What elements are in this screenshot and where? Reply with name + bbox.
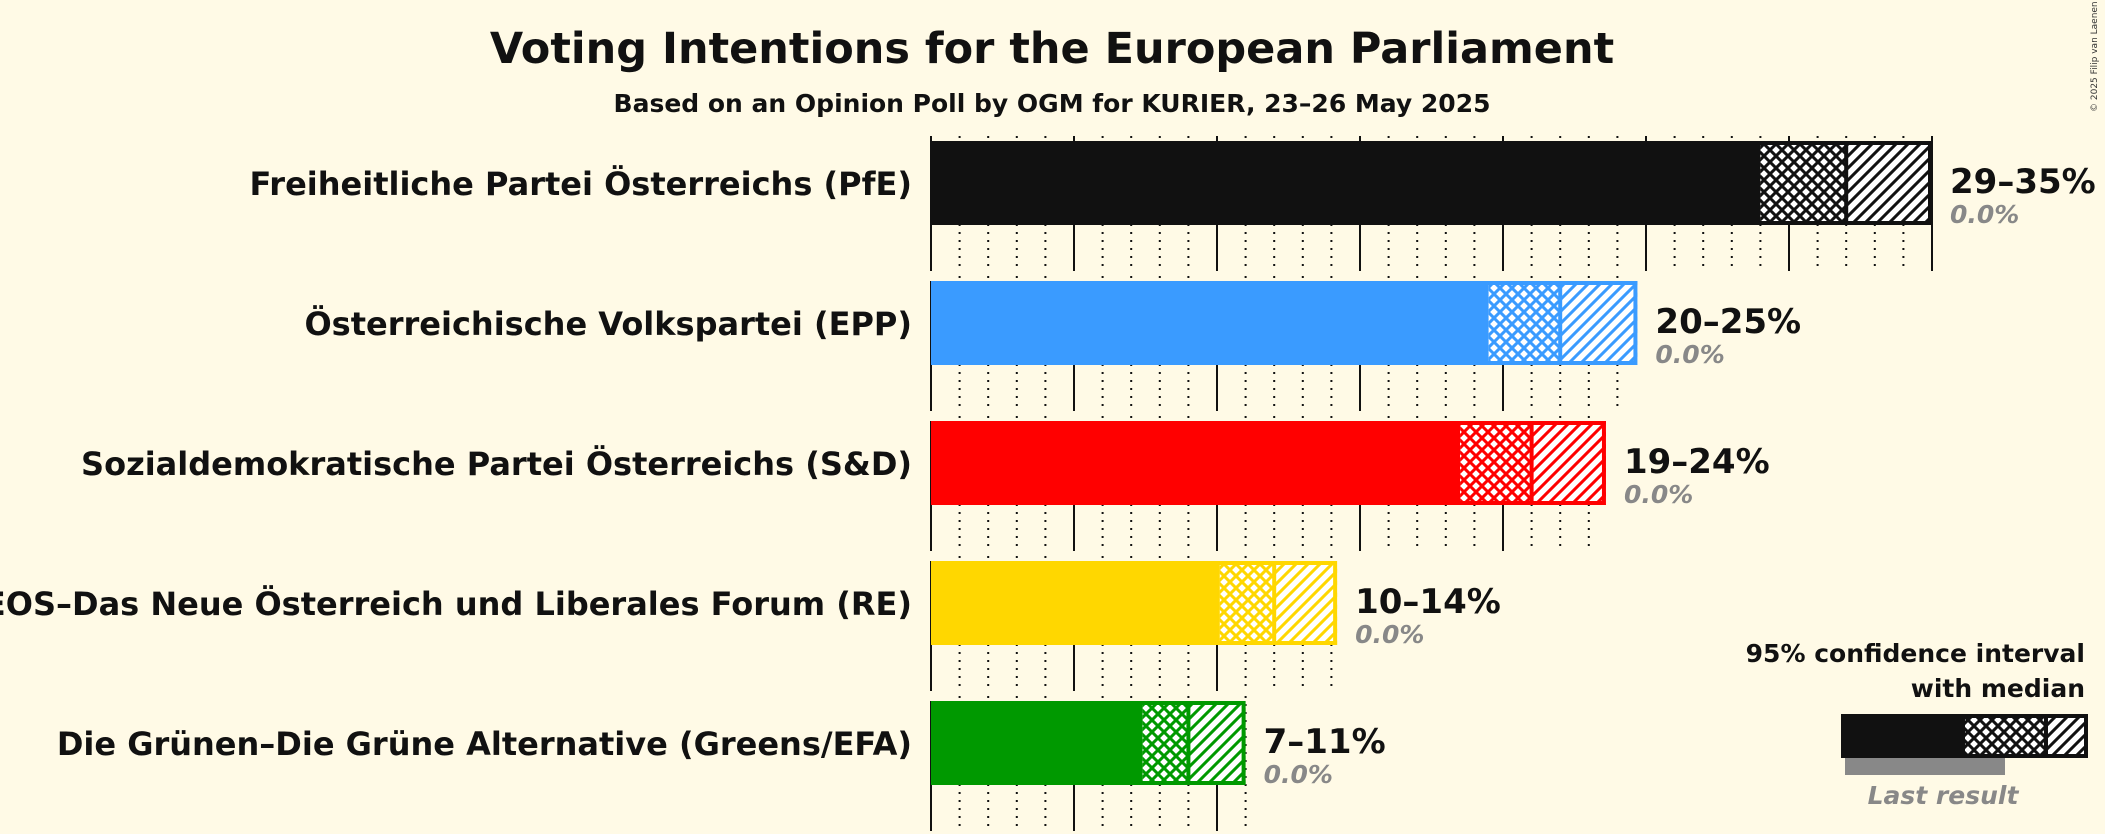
bar-ci-lower — [1460, 421, 1532, 505]
last-result-label: 0.0% — [1264, 760, 1333, 789]
legend-diaghatch — [2046, 716, 2086, 756]
range-label: 29–35% — [1950, 162, 2096, 202]
bar-solid — [931, 281, 1489, 365]
legend-solid-bar — [1843, 716, 1965, 756]
legend-last-result-bar — [1845, 755, 2005, 775]
party-row: NEOS–Das Neue Österreich und Liberales F… — [0, 561, 1501, 649]
legend-crosshatch — [1965, 716, 2046, 756]
bar-outline — [931, 561, 1338, 645]
bar-ci-upper — [1531, 421, 1606, 505]
legend: 95% confidence interval with median Last… — [1746, 639, 2088, 810]
party-label: NEOS–Das Neue Österreich und Liberales F… — [0, 585, 912, 623]
party-row: Österreichische Volkspartei (EPP) 20–25%0… — [304, 281, 1801, 369]
party-label: Die Grünen–Die Grüne Alternative (Greens… — [57, 725, 912, 763]
bars-layer: Freiheitliche Partei Österreichs (PfE) 29… — [0, 141, 2096, 789]
range-label: 19–24% — [1624, 442, 1770, 482]
bar-solid — [931, 701, 1143, 785]
legend-last-result-label: Last result — [1868, 781, 2020, 810]
bar-ci-upper — [1560, 281, 1638, 365]
party-row: Die Grünen–Die Grüne Alternative (Greens… — [57, 701, 1386, 789]
legend-title-line2: with median — [1911, 674, 2085, 703]
bar-outline — [931, 421, 1606, 505]
chart-title: Voting Intentions for the European Parli… — [490, 24, 1614, 74]
copyright-note: © 2025 Filip van Laenen — [2090, 1, 2100, 112]
bar-ci-upper — [1188, 701, 1246, 785]
last-result-label: 0.0% — [1655, 340, 1724, 369]
party-label: Österreichische Volkspartei (EPP) — [304, 305, 912, 343]
range-label: 20–25% — [1655, 302, 1801, 342]
party-row: Freiheitliche Partei Österreichs (PfE) 29… — [249, 141, 2096, 229]
legend-outline — [1841, 714, 2088, 758]
party-label: Freiheitliche Partei Österreichs (PfE) — [249, 165, 912, 203]
bar-outline — [931, 701, 1246, 785]
bar-ci-upper — [1274, 561, 1338, 645]
last-result-label: 0.0% — [1950, 200, 2019, 229]
bar-solid — [931, 561, 1220, 645]
last-result-label: 0.0% — [1624, 480, 1693, 509]
chart-subtitle: Based on an Opinion Poll by OGM for KURI… — [614, 89, 1491, 118]
range-label: 7–11% — [1264, 722, 1386, 762]
bar-ci-upper — [1846, 141, 1932, 225]
legend-title-line1: 95% confidence interval — [1746, 639, 2085, 668]
party-label: Sozialdemokratische Partei Österreichs (… — [81, 445, 912, 483]
bar-ci-lower — [1760, 141, 1847, 225]
bar-outline — [931, 281, 1638, 365]
bar-ci-lower — [1142, 701, 1189, 785]
bar-solid — [931, 421, 1461, 505]
range-label: 10–14% — [1355, 582, 1501, 622]
last-result-label: 0.0% — [1355, 620, 1424, 649]
bar-ci-lower — [1219, 561, 1275, 645]
bar-outline — [931, 141, 1932, 225]
party-row: Sozialdemokratische Partei Österreichs (… — [81, 421, 1770, 509]
bar-ci-lower — [1488, 281, 1561, 365]
bar-solid — [931, 141, 1761, 225]
